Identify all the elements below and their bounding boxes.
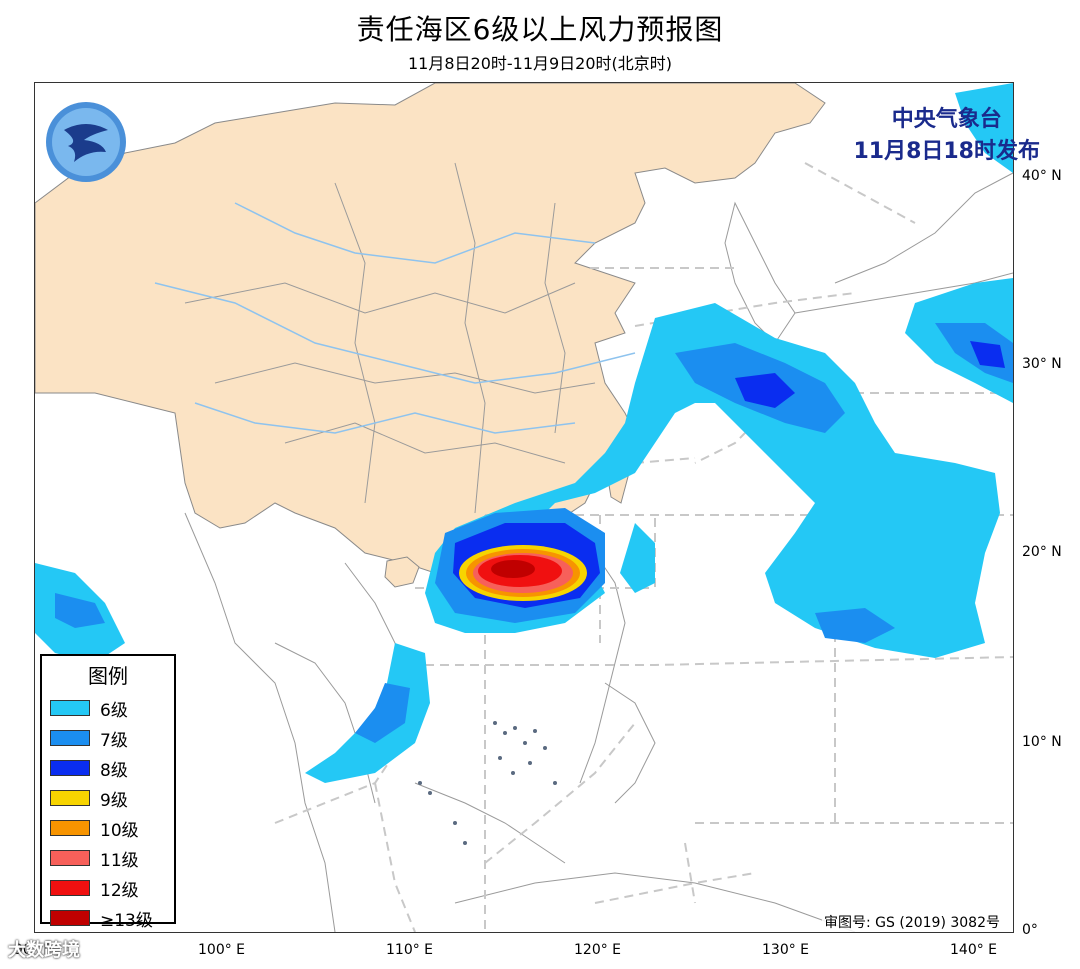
lat-label-0: 0°	[1022, 922, 1038, 938]
lat-label-40: 40° N	[1022, 168, 1062, 184]
legend-label: 6级	[100, 700, 128, 721]
legend: 图例 6级 7级 8级 9级 10级 11级 12级 ≥13级	[40, 654, 176, 931]
rivers	[154, 202, 636, 434]
legend-label: 12级	[100, 880, 139, 901]
south-china-sea-islands	[418, 721, 557, 845]
legend-label: 10级	[100, 820, 139, 841]
wind-forecast-map	[35, 83, 1013, 932]
legend-item: 6级	[42, 693, 174, 723]
legend-item: 7级	[42, 723, 174, 753]
legend-swatch	[50, 730, 90, 746]
legend-swatch	[50, 880, 90, 896]
legend-swatch	[50, 820, 90, 836]
legend-item: 9级	[42, 783, 174, 813]
legend-item: ≥13级	[42, 903, 174, 933]
lat-label-20: 20° N	[1022, 544, 1062, 560]
legend-swatch	[50, 790, 90, 806]
lon-label-100: 100° E	[198, 942, 246, 958]
lat-label-10: 10° N	[1022, 734, 1062, 750]
legend-label: ≥13级	[100, 910, 153, 931]
map-frame	[34, 82, 1014, 933]
legend-label: 9级	[100, 790, 128, 811]
legend-item: 11级	[42, 843, 174, 873]
legend-label: 8级	[100, 760, 128, 781]
legend-title: 图例	[88, 664, 128, 688]
province-boundaries	[184, 162, 596, 514]
legend-swatch	[50, 700, 90, 716]
map-subtitle: 11月8日20时-11月9日20时(北京时)	[407, 54, 673, 73]
lat-label-30: 30° N	[1022, 356, 1062, 372]
legend-label: 11级	[100, 850, 139, 871]
legend-rows: 6级 7级 8级 9级 10级 11级 12级 ≥13级	[42, 693, 174, 933]
wind-area-level-13	[491, 560, 535, 578]
legend-item: 12级	[42, 873, 174, 903]
issuer-name: 中央气象台	[891, 107, 1002, 132]
china-land	[35, 83, 826, 574]
map-approval-number: 审图号: GS (2019) 3082号	[822, 912, 1002, 932]
lon-label-130: 130° E	[762, 942, 810, 958]
lon-label-90: 90° E	[14, 942, 53, 958]
legend-swatch	[50, 760, 90, 776]
legend-item: 10级	[42, 813, 174, 843]
cma-logo-icon	[46, 102, 126, 182]
map-title: 责任海区6级以上风力预报图	[356, 13, 724, 46]
issue-time: 11月8日18时发布	[853, 139, 1040, 164]
legend-label: 7级	[100, 730, 128, 751]
legend-item: 8级	[42, 753, 174, 783]
neighbor-coastlines	[184, 172, 1013, 932]
lon-label-110: 110° E	[386, 942, 434, 958]
watermark: 大数跨境	[8, 940, 80, 961]
issuer-block: 中央气象台 11月8日18时发布	[853, 104, 1040, 168]
lon-label-120: 120° E	[574, 942, 622, 958]
legend-swatch	[50, 850, 90, 866]
hainan-island	[384, 556, 420, 588]
lon-label-140: 140° E	[950, 942, 998, 958]
legend-swatch	[50, 910, 90, 926]
